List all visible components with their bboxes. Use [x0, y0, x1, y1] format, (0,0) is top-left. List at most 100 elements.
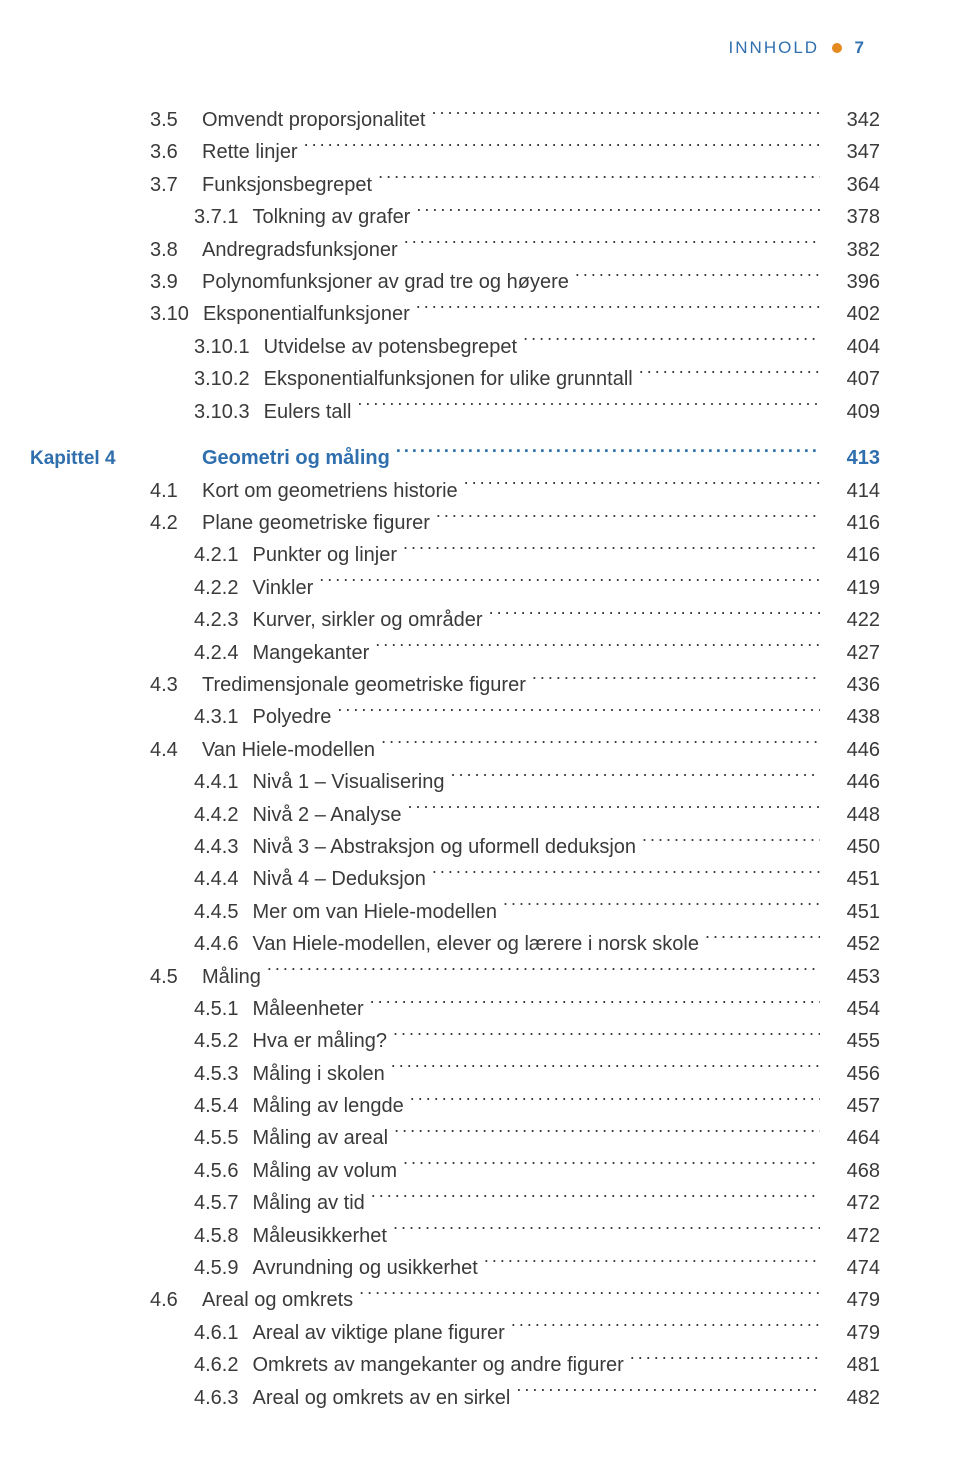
dot-leader — [403, 541, 820, 561]
entry-page: 454 — [820, 993, 880, 1025]
entry-number: 4.5 — [150, 961, 202, 993]
entry-page: 404 — [820, 331, 880, 363]
entry-page: 455 — [820, 1025, 880, 1057]
dot-leader — [516, 1384, 820, 1404]
entry-page: 347 — [820, 136, 880, 168]
entry-title: Tolkning av grafer — [252, 201, 416, 233]
entry-number: 4.4.2 — [150, 799, 252, 831]
entry-page: 451 — [820, 896, 880, 928]
dot-leader — [532, 671, 820, 691]
entry-title: Tredimensjonale geometriske figurer — [202, 669, 532, 701]
toc-entry: 3.9Polynomfunksjoner av grad tre og høye… — [30, 266, 880, 298]
entry-page: 342 — [820, 104, 880, 136]
dot-leader — [403, 1157, 820, 1177]
entry-number: 4.6 — [150, 1284, 202, 1316]
entry-title: Utvidelse av potensbegrepet — [264, 331, 524, 363]
entry-title: Vinkler — [252, 572, 319, 604]
dot-leader — [393, 1222, 820, 1242]
toc-entry: 4.2.1Punkter og linjer416 — [30, 539, 880, 571]
entry-title: Polyedre — [252, 701, 337, 733]
entry-number: 4.5.5 — [150, 1122, 252, 1154]
toc-entry: 3.10.1Utvidelse av potensbegrepet 404 — [30, 331, 880, 363]
chapter-label: Kapittel 4 — [30, 444, 150, 475]
toc-entry: 3.8Andregradsfunksjoner382 — [30, 234, 880, 266]
dot-leader — [370, 995, 820, 1015]
entry-title: Måling av tid — [252, 1187, 370, 1219]
table-of-contents: 3.5Omvendt proporsjonalitet3423.6Rette l… — [30, 104, 880, 1414]
entry-number: 3.10 — [150, 298, 203, 330]
dot-leader — [394, 1124, 820, 1144]
entry-number: 3.8 — [150, 234, 202, 266]
toc-entry: 3.10.2Eksponentialfunksjonen for ulike g… — [30, 363, 880, 395]
entry-page: 448 — [820, 799, 880, 831]
toc-entry: 4.4.6Van Hiele-modellen, elever og lærer… — [30, 928, 880, 960]
entry-number: 4.4.1 — [150, 766, 252, 798]
entry-title: Polynomfunksjoner av grad tre og høyere — [202, 266, 575, 298]
entry-number: 4.5.8 — [150, 1220, 252, 1252]
toc-entry: 4.5.6Måling av volum468 — [30, 1155, 880, 1187]
entry-title: Mer om van Hiele-modellen — [252, 896, 503, 928]
entry-number: 3.10.3 — [150, 396, 264, 428]
entry-page: 364 — [820, 169, 880, 201]
entry-title: Eulers tall — [264, 396, 358, 428]
entry-title: Nivå 4 – Deduksjon — [252, 863, 431, 895]
entry-title: Geometri og måling — [202, 442, 396, 474]
entry-title: Mangekanter — [252, 637, 375, 669]
toc-entry: 3.7Funksjonsbegrepet364 — [30, 169, 880, 201]
toc-page: INNHOLD 7 3.5Omvendt proporsjonalitet342… — [0, 0, 960, 1474]
entry-title: Areal av viktige plane figurer — [252, 1317, 510, 1349]
entry-number: 3.7.1 — [150, 201, 252, 233]
toc-entry: 4.3Tredimensjonale geometriske figurer43… — [30, 669, 880, 701]
entry-page: 451 — [820, 863, 880, 895]
toc-entry: 4.2.4Mangekanter427 — [30, 637, 880, 669]
toc-entry: 4.5.5Måling av areal464 — [30, 1122, 880, 1154]
entry-number: 3.10.1 — [150, 331, 264, 363]
toc-entry: 4.6.2Omkrets av mangekanter og andre fig… — [30, 1349, 880, 1381]
entry-title: Omvendt proporsjonalitet — [202, 104, 431, 136]
dot-leader — [391, 1060, 820, 1080]
entry-page: 409 — [820, 396, 880, 428]
dot-leader — [319, 574, 820, 594]
entry-page: 402 — [820, 298, 880, 330]
toc-entry: 4.4.1Nivå 1 – Visualisering446 — [30, 766, 880, 798]
entry-number: 4.5.7 — [150, 1187, 252, 1219]
entry-page: 474 — [820, 1252, 880, 1284]
toc-entry: 4.2.2Vinkler419 — [30, 572, 880, 604]
entry-number: 4.2.2 — [150, 572, 252, 604]
toc-entry: 3.7.1Tolkning av grafer378 — [30, 201, 880, 233]
dot-leader — [450, 768, 820, 788]
dot-leader — [705, 930, 820, 950]
entry-page: 436 — [820, 669, 880, 701]
entry-title: Omkrets av mangekanter og andre figurer — [252, 1349, 629, 1381]
entry-number: 4.4.4 — [150, 863, 252, 895]
dot-leader — [359, 1286, 820, 1306]
entry-title: Nivå 2 – Analyse — [252, 799, 407, 831]
entry-title: Kort om geometriens historie — [202, 475, 464, 507]
entry-title: Van Hiele-modellen, elever og lærere i n… — [252, 928, 705, 960]
toc-entry: 3.6Rette linjer347 — [30, 136, 880, 168]
entry-number: 4.5.2 — [150, 1025, 252, 1057]
entry-page: 472 — [820, 1220, 880, 1252]
toc-entry: 4.2.3Kurver, sirkler og områder422 — [30, 604, 880, 636]
toc-entry: 4.5.1Måleenheter454 — [30, 993, 880, 1025]
entry-page: 468 — [820, 1155, 880, 1187]
toc-entry: 4.4Van Hiele-modellen446 — [30, 734, 880, 766]
dot-leader — [416, 203, 820, 223]
dot-leader — [489, 606, 820, 626]
dot-leader — [464, 477, 820, 497]
entry-number: 3.9 — [150, 266, 202, 298]
toc-entry: 4.5.3Måling i skolen456 — [30, 1058, 880, 1090]
toc-entry: 4.6.3Areal og omkrets av en sirkel482 — [30, 1382, 880, 1414]
entry-number: 4.4.5 — [150, 896, 252, 928]
dot-leader — [396, 444, 820, 464]
entry-page: 413 — [820, 442, 880, 474]
toc-entry: 3.5Omvendt proporsjonalitet342 — [30, 104, 880, 136]
entry-number: 3.7 — [150, 169, 202, 201]
entry-page: 427 — [820, 637, 880, 669]
entry-title: Måling av areal — [252, 1122, 394, 1154]
entry-title: Måleusikkerhet — [252, 1220, 393, 1252]
toc-entry: 4.5Måling453 — [30, 961, 880, 993]
entry-page: 450 — [820, 831, 880, 863]
toc-entry: 4.4.3Nivå 3 – Abstraksjon og uformell de… — [30, 831, 880, 863]
toc-entry: 4.1Kort om geometriens historie414 — [30, 475, 880, 507]
